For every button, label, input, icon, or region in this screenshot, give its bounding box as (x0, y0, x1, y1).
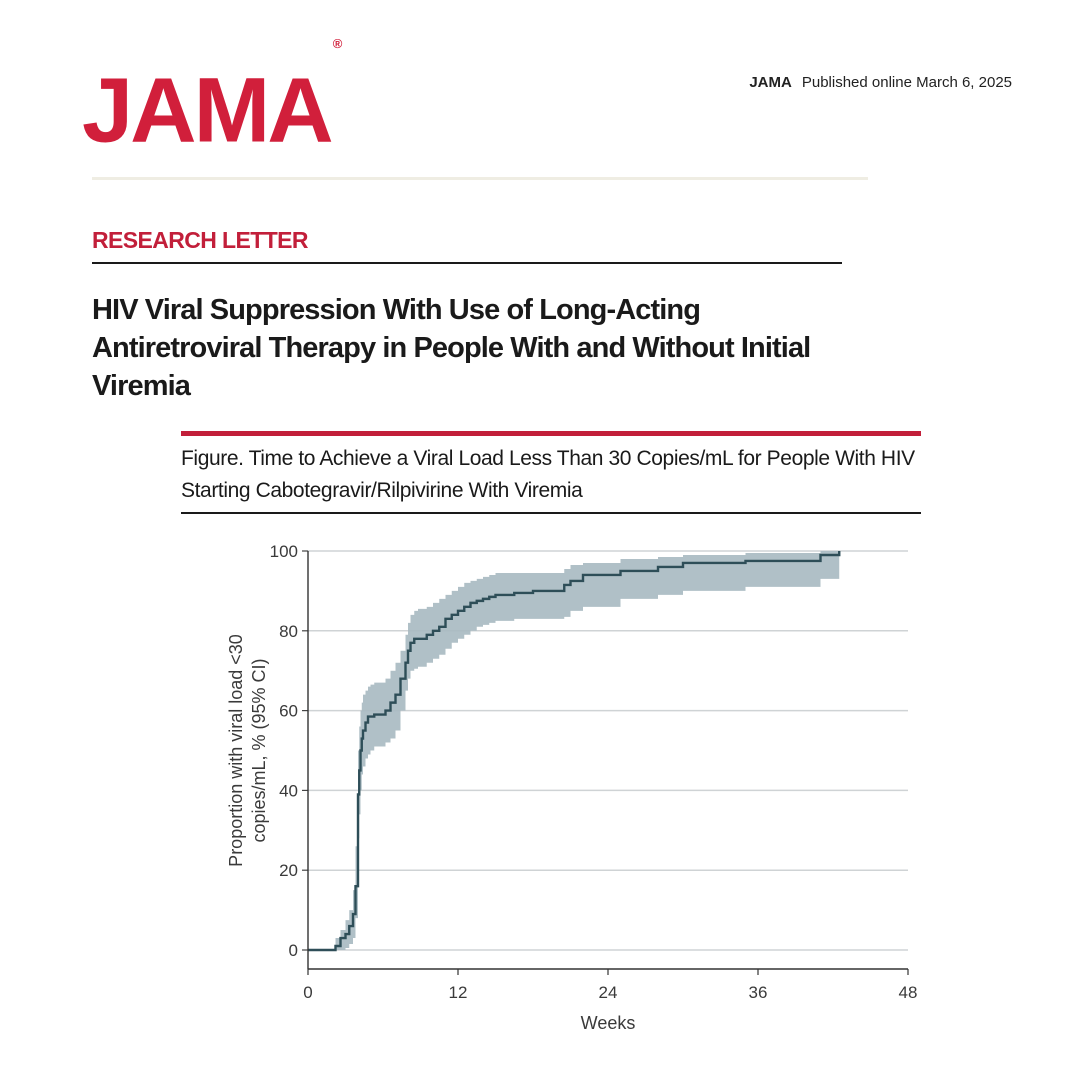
y-axis-label-line-2: copies/mL, % (95% CI) (249, 658, 269, 842)
y-tick-label-100: 100 (270, 542, 298, 561)
section-label: RESEARCH LETTER (92, 227, 309, 253)
figure-divider (181, 512, 921, 514)
published-date: Published online March 6, 2025 (801, 74, 1012, 91)
jama-logo: JAMA® (82, 36, 342, 157)
ci-band (308, 551, 840, 950)
y-tick-label-40: 40 (279, 781, 298, 800)
logo-text: JAMA (82, 59, 334, 162)
x-tick-label-48: 48 (899, 983, 918, 1002)
y-axis-label-line-1: Proportion with viral load <30 (226, 634, 246, 867)
figure-caption: Figure. Time to Achieve a Viral Load Les… (181, 447, 915, 502)
survival-step-line (308, 551, 841, 952)
article-title: HIV Viral Suppression With Use of Long-A… (92, 294, 811, 402)
y-tick-label-20: 20 (279, 861, 298, 880)
y-tick-label-0: 0 (289, 941, 298, 960)
x-axis-label: Weeks (581, 1013, 636, 1033)
journal-name: JAMA (749, 74, 792, 91)
y-axis-label: Proportion with viral load <30 copies/mL,… (226, 634, 269, 867)
y-tick-label-60: 60 (279, 702, 298, 721)
header-divider (92, 177, 868, 180)
x-tick-label-36: 36 (749, 983, 768, 1002)
x-tick-label-0: 0 (303, 983, 312, 1002)
x-tick-label-24: 24 (599, 983, 618, 1002)
y-tick-label-80: 80 (279, 622, 298, 641)
registered-mark: ® (332, 36, 343, 51)
x-tick-label-12: 12 (449, 983, 468, 1002)
publication-line: JAMA Published online March 6, 2025 (749, 74, 1012, 91)
figure-accent-bar (181, 431, 921, 436)
section-divider (92, 262, 842, 264)
